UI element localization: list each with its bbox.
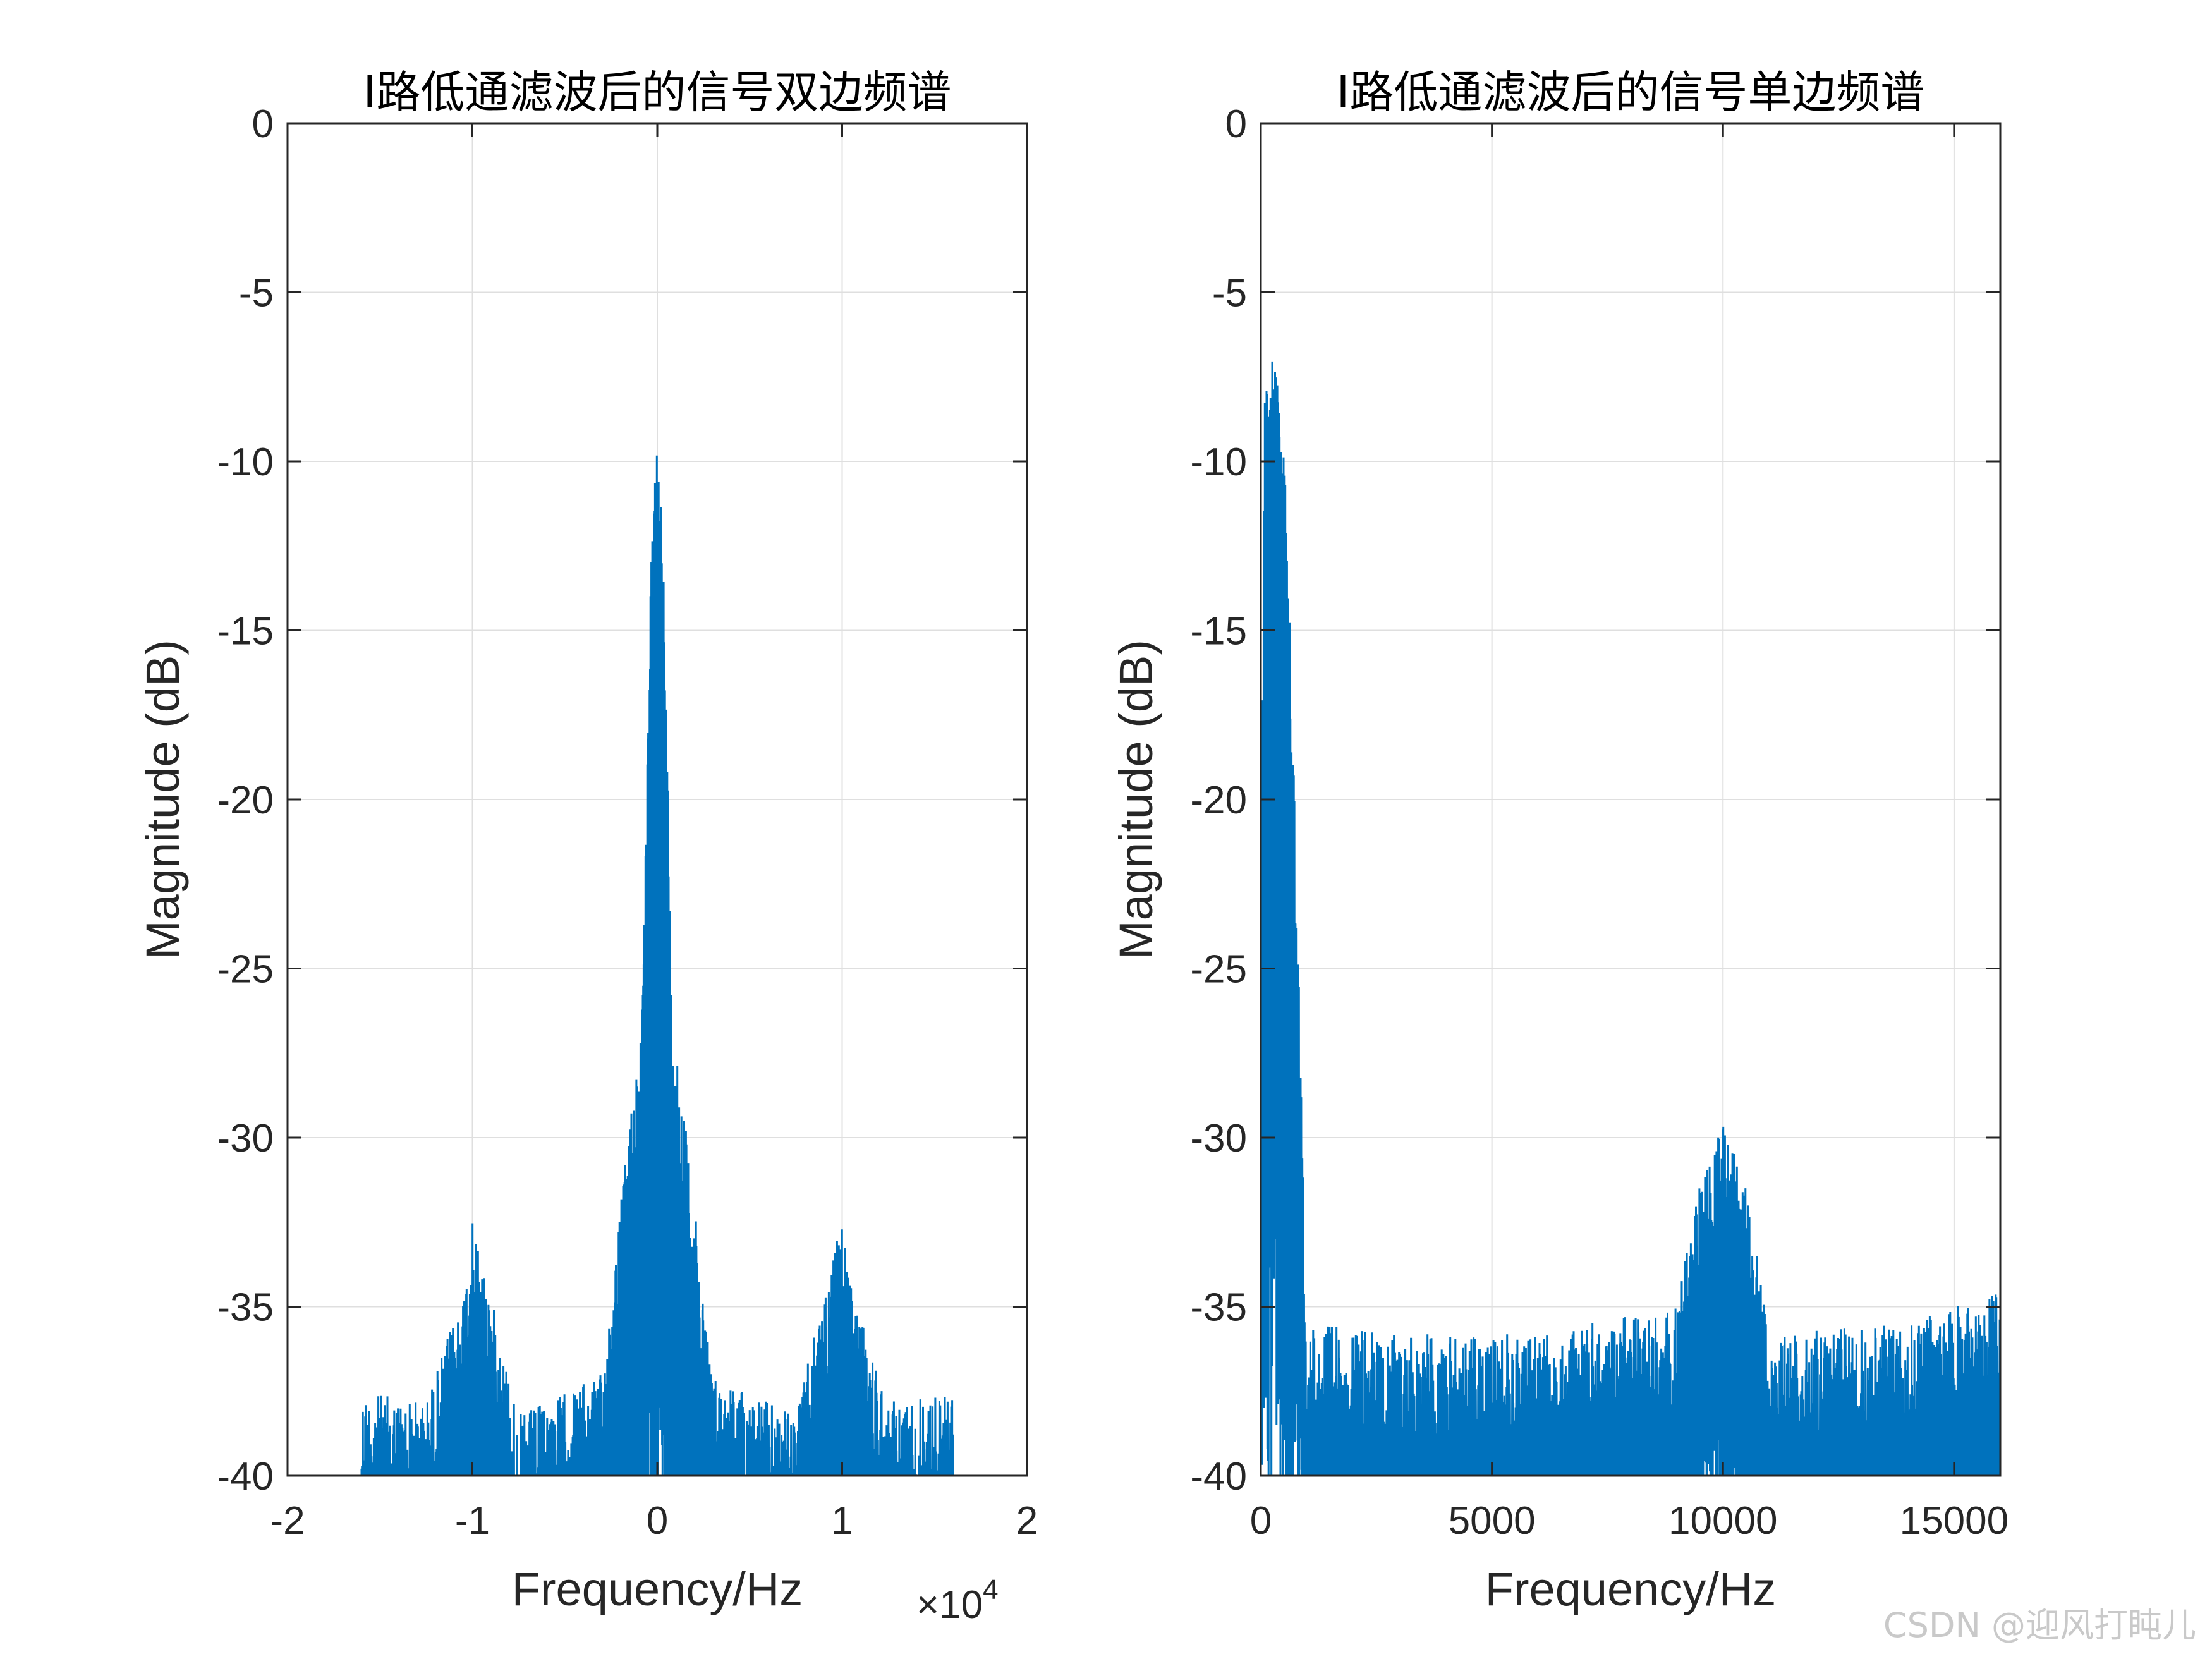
- right-y-tick-label: -25: [1190, 948, 1247, 992]
- right-y-tick-label: -10: [1190, 441, 1247, 484]
- right-grid: [1260, 123, 2000, 1476]
- right-subplot: I路低通滤波后的信号单边频谱 0 5000 10000 15000 0 -5 -10 -15 -…: [1110, 66, 2008, 1615]
- x-exponent-power: 4: [983, 1574, 998, 1605]
- right-x-axis-label: Frequency/Hz: [1485, 1563, 1777, 1615]
- left-y-tick-label: -10: [217, 441, 274, 484]
- left-y-tick-label: -20: [217, 779, 274, 822]
- left-ticks: -2 -1 0 1 20-5-10-15-20-25-30-35-40: [217, 102, 1038, 1543]
- right-y-tick-label: -5: [1212, 272, 1247, 315]
- left-y-tick-label: -5: [239, 272, 274, 315]
- right-y-tick-label: -40: [1190, 1455, 1247, 1498]
- right-y-tick-label: -35: [1190, 1286, 1247, 1330]
- right-y-tick-label: -20: [1190, 779, 1247, 822]
- left-subplot: I路低通滤波后的信号双边频谱 -2 -1 0 1 20-5-10-15-20-25-30…: [137, 66, 1038, 1627]
- right-x-tick-label: 15000: [1900, 1499, 2008, 1543]
- left-x-axis-label: Frequency/Hz: [512, 1563, 803, 1615]
- left-spectrum-line: [360, 455, 954, 1476]
- left-y-axis-label: Magnitude (dB): [137, 640, 189, 959]
- left-x-tick-label: 2: [1016, 1499, 1038, 1543]
- left-plot-title: I路低通滤波后的信号双边频谱: [363, 66, 952, 118]
- left-y-tick-label: 0: [252, 102, 274, 146]
- right-ticks: 0 5000 10000 15000 0 -5 -10 -15 -20 -25 -30 -35 -40: [1190, 102, 2008, 1543]
- right-spectrum-line: [1261, 361, 2000, 1476]
- right-plot-title: I路低通滤波后的信号单边频谱: [1337, 66, 1925, 118]
- x-exponent-base: ×10: [916, 1583, 983, 1627]
- left-y-tick-label: -40: [217, 1455, 274, 1498]
- left-y-tick-label: -30: [217, 1117, 274, 1160]
- left-y-tick-label: -35: [217, 1286, 274, 1330]
- right-x-tick-label: 0: [1250, 1499, 1272, 1543]
- watermark: CSDN @迎风打盹儿: [1883, 1605, 2196, 1645]
- left-x-tick-label: -1: [455, 1499, 490, 1543]
- right-x-tick-label: 10000: [1668, 1499, 1777, 1543]
- left-y-tick-label: -25: [217, 948, 274, 992]
- left-x-tick-label: 1: [831, 1499, 853, 1543]
- right-y-tick-label: 0: [1225, 102, 1247, 146]
- left-x-exponent: ×104: [916, 1574, 999, 1627]
- right-y-axis-label: Magnitude (dB): [1110, 640, 1162, 959]
- left-x-tick-label: -2: [270, 1499, 305, 1543]
- right-y-tick-label: -30: [1190, 1117, 1247, 1160]
- left-y-tick-label: -15: [217, 610, 274, 653]
- right-x-tick-label: 5000: [1449, 1499, 1536, 1543]
- left-x-tick-label: 0: [647, 1499, 668, 1543]
- right-y-tick-label: -15: [1190, 610, 1247, 653]
